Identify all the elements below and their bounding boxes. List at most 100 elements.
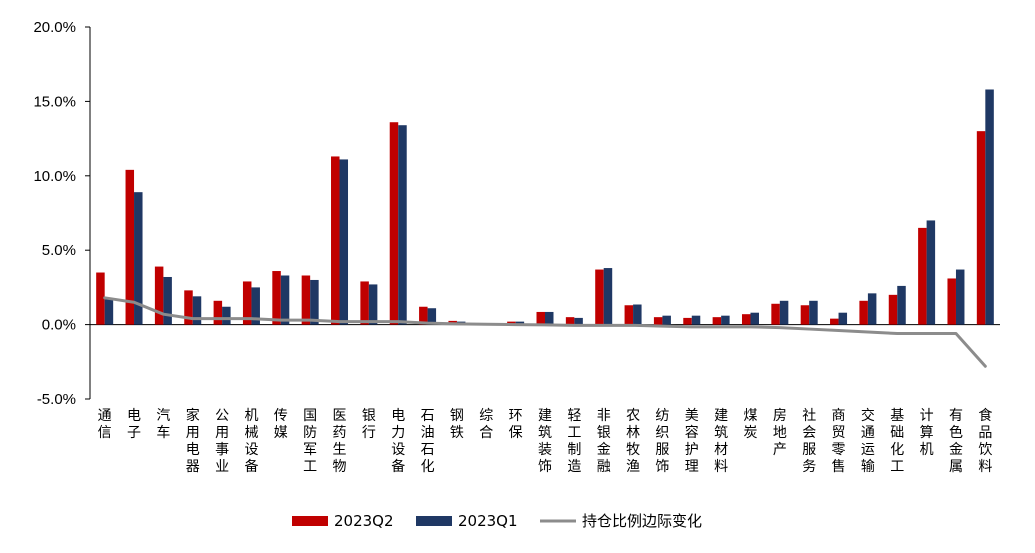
category-label: 家用电器	[186, 407, 200, 475]
bar-2023q2-29	[947, 278, 956, 325]
bar-2023q1-4	[222, 306, 231, 325]
category-label: 电子	[127, 408, 141, 441]
bar-2023q1-28	[926, 220, 936, 325]
bar-2023q1-1	[134, 192, 143, 325]
legend-label: 持仓比例边际变化	[582, 512, 702, 530]
category-label: 食品饮料	[978, 407, 992, 475]
bar-2023q1-5	[251, 287, 260, 325]
bar-2023q1-24	[809, 300, 818, 325]
bar-2023q2-16	[565, 317, 575, 325]
category-label: 美容护理	[685, 408, 699, 475]
category-label: 房地产	[773, 408, 787, 458]
y-tick-label: -5.0%	[37, 391, 76, 408]
bar-2023q2-10	[389, 122, 399, 325]
bar-2023q1-18	[633, 304, 642, 325]
bar-2023q1-29	[955, 269, 965, 325]
category-label: 建筑装饰	[538, 408, 552, 475]
bar-2023q1-14	[515, 321, 525, 325]
bar-2023q1-7	[310, 279, 319, 325]
y-tick-label: 5.0%	[42, 242, 76, 259]
bar-2023q2-9	[360, 281, 369, 325]
bar-2023q1-10	[398, 125, 407, 325]
category-label: 汽车	[156, 408, 170, 441]
bar-2023q2-22	[741, 314, 751, 325]
category-label: 通信	[98, 408, 112, 441]
bar-2023q2-19	[653, 317, 663, 325]
bar-2023q2-24	[800, 305, 810, 325]
legend-swatch	[292, 516, 328, 526]
category-label: 商贸零售	[832, 408, 846, 475]
category-label: 轻工制造	[567, 408, 581, 475]
bar-2023q1-17	[603, 268, 613, 325]
category-label: 钢铁	[450, 408, 464, 441]
legend-label: 2023Q1	[458, 512, 518, 530]
bar-2023q1-30	[985, 89, 994, 325]
bar-2023q2-27	[888, 294, 898, 325]
category-label: 非银金融	[597, 408, 611, 475]
legend: 2023Q2 2023Q1 持仓比例边际变化	[292, 512, 702, 530]
category-label: 国防军工	[303, 408, 317, 475]
category-label: 建筑材料	[714, 408, 728, 475]
bar-2023q1-9	[368, 284, 378, 325]
category-label: 传媒	[274, 408, 288, 441]
y-tick-label: 10.0%	[33, 168, 76, 185]
category-label: 综合	[479, 408, 493, 441]
bar-2023q2-25	[830, 318, 839, 325]
bar-2023q2-15	[536, 311, 545, 325]
bar-2023q1-2	[163, 276, 172, 325]
category-label: 有色金属	[949, 408, 963, 475]
bar-2023q2-6	[272, 271, 281, 325]
category-label: 医药生物	[333, 408, 347, 475]
category-label: 农林牧渔	[626, 408, 640, 475]
bar-2023q1-26	[867, 293, 877, 325]
bar-2023q2-5	[242, 281, 252, 325]
bar-2023q2-26	[859, 300, 868, 325]
bar-2023q2-1	[125, 169, 135, 325]
y-tick-label: 20.0%	[33, 19, 76, 36]
category-label: 纺织服饰	[655, 408, 669, 475]
legend-swatch	[416, 516, 452, 526]
category-label: 计算机	[920, 408, 934, 458]
y-axis: -5.0% 0.0% 5.0% 10.0% 15.0% 20.0%	[33, 19, 1000, 408]
category-label: 银行	[362, 408, 376, 441]
category-label: 基础化工	[890, 407, 904, 475]
bar-2023q2-3	[184, 290, 193, 325]
y-tick-label: 0.0%	[42, 317, 76, 334]
bar-2023q1-20	[691, 315, 701, 325]
bar-2023q1-8	[339, 159, 349, 325]
bar-2023q1-11	[427, 308, 437, 325]
bar-2023q2-20	[683, 317, 692, 325]
category-label: 公用事业	[215, 408, 229, 475]
bar-2023q1-6	[280, 275, 290, 325]
bar-2023q2-0	[96, 272, 105, 325]
bar-2023q1-3	[192, 296, 202, 325]
bar-2023q2-21	[712, 317, 722, 325]
bar-2023q1-16	[574, 317, 583, 325]
bar-2023q1-27	[897, 285, 906, 325]
bar-2023q2-8	[331, 156, 340, 325]
legend-label: 2023Q2	[334, 512, 394, 530]
bar-2023q2-30	[976, 131, 986, 325]
change-line-group	[103, 296, 987, 368]
bar-2023q1-25	[838, 312, 848, 325]
bar-2023q1-21	[721, 315, 730, 325]
bar-2023q2-11	[419, 306, 428, 325]
bar-2023q2-18	[624, 305, 634, 325]
bar-2023q2-17	[595, 269, 604, 325]
y-tick-label: 15.0%	[33, 93, 76, 110]
bar-2023q1-19	[662, 315, 671, 325]
category-label: 煤炭	[743, 408, 757, 441]
bar-2023q1-23	[779, 300, 789, 325]
category-label: 交通运输	[861, 407, 875, 475]
bar-2023q2-7	[301, 275, 311, 325]
bar-2023q2-4	[213, 300, 223, 325]
category-label: 社会服务	[802, 408, 816, 475]
bar-2023q1-22	[750, 312, 759, 325]
category-label: 电力设备	[391, 408, 405, 475]
bars-group	[96, 89, 994, 325]
category-label: 环保	[509, 408, 523, 441]
bar-2023q2-28	[918, 227, 927, 325]
bar-2023q1-0	[104, 299, 114, 325]
